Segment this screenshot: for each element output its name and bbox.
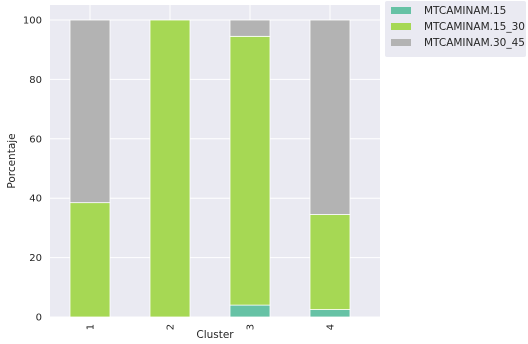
y-tick-labels: 0 20 40 60 80 100 (23, 16, 42, 324)
legend-box (385, 1, 526, 57)
x-tick-label: 3 (246, 324, 257, 330)
legend-swatch (391, 7, 411, 14)
bar-segment-cluster-3-series-2 (229, 19, 271, 37)
bar-segment-cluster-2-series-1 (149, 19, 191, 318)
y-tick-label: 0 (36, 313, 42, 324)
y-tick-label: 20 (29, 253, 42, 264)
x-axis-label: Cluster (196, 329, 234, 341)
bar-segment-cluster-1-series-2 (69, 19, 111, 204)
y-tick-label: 60 (29, 134, 42, 145)
x-tick-labels: 1 2 3 4 (86, 324, 337, 330)
bar-segment-cluster-3-series-1 (229, 35, 271, 306)
x-tick-label: 4 (326, 324, 337, 330)
y-axis-label: Porcentaje (6, 133, 18, 188)
legend: MTCAMINAM.15 MTCAMINAM.15_30 MTCAMINAM.30_… (385, 1, 526, 57)
x-tick-label: 1 (86, 324, 97, 330)
y-tick-label: 40 (29, 194, 42, 205)
bar-segment-cluster-4-series-1 (309, 214, 351, 310)
legend-swatch (391, 23, 411, 30)
legend-label: MTCAMINAM.15_30 (424, 21, 525, 33)
bar-segment-cluster-1-series-1 (69, 202, 111, 318)
bar-segment-cluster-3-series-0 (229, 304, 271, 318)
x-tick-label: 2 (166, 324, 177, 330)
legend-swatch (391, 39, 411, 46)
legend-label: MTCAMINAM.30_45 (424, 37, 525, 49)
bar-segment-cluster-4-series-2 (309, 19, 351, 215)
bar-segment-cluster-4-series-0 (309, 309, 351, 318)
legend-label: MTCAMINAM.15 (424, 5, 506, 17)
y-tick-label: 80 (29, 75, 42, 86)
bars (69, 19, 351, 318)
y-tick-label: 100 (23, 16, 42, 27)
